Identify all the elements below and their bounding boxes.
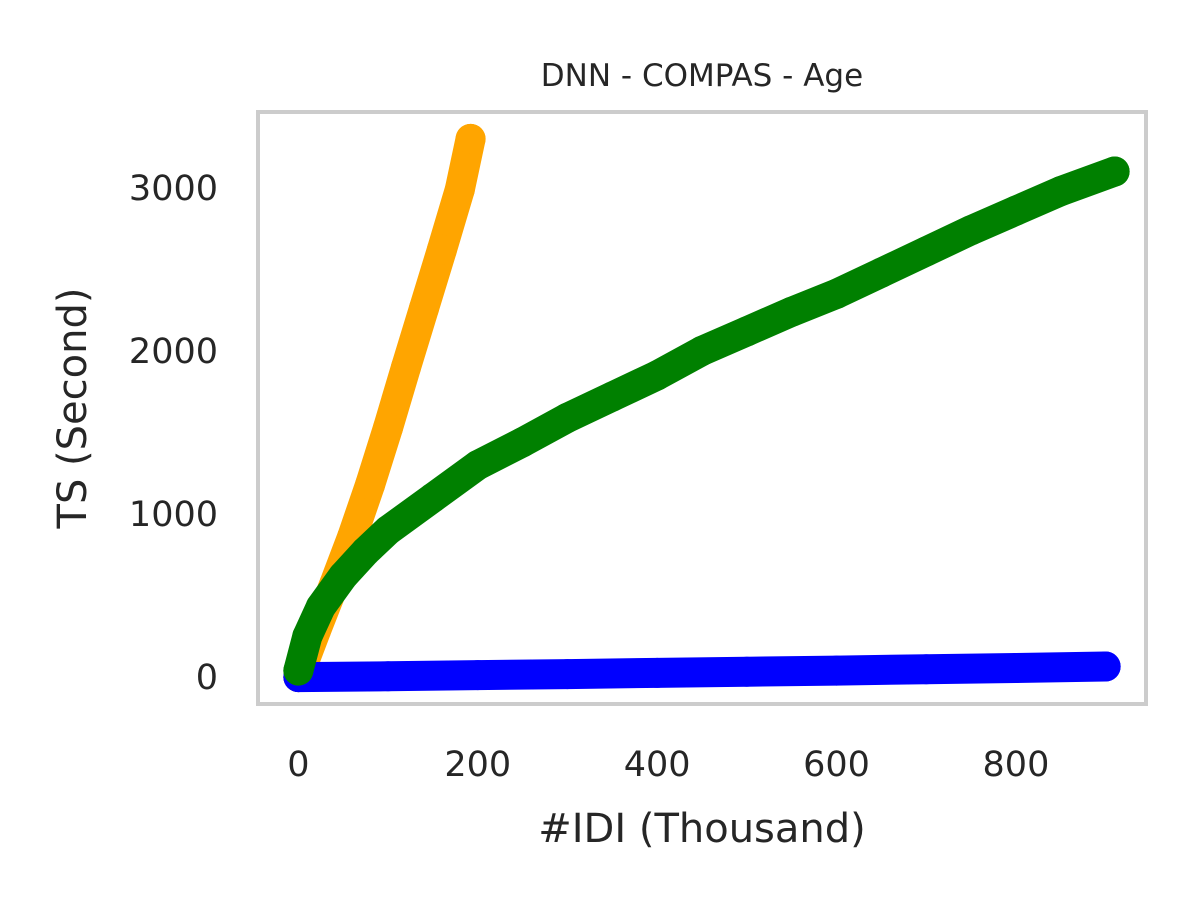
green-series-point-12	[687, 336, 717, 366]
x-tick-label-2: 400	[624, 745, 691, 785]
blue-series-point-6	[822, 656, 852, 686]
x-axis-label: #IDI (Thousand)	[538, 806, 866, 852]
green-series-point-11	[642, 360, 672, 390]
green-series-point-19	[1001, 196, 1031, 226]
blue-series-point-3	[552, 659, 582, 689]
green-series-point-8	[508, 427, 538, 457]
green-series-point-4	[351, 537, 381, 567]
chart-title: DNN - COMPAS - Age	[541, 58, 863, 94]
blue-series-point-2	[463, 660, 493, 690]
blue-series-point-4	[642, 658, 672, 688]
x-tick-label-0: 0	[287, 745, 309, 785]
x-tick-label-4: 800	[983, 745, 1050, 785]
green-series-point-7	[463, 450, 493, 480]
green-series-point-21	[1100, 157, 1130, 187]
orange-series-point-10	[456, 124, 486, 154]
blue-series-point-5	[732, 657, 762, 687]
green-series-point-16	[866, 258, 896, 288]
green-series-point-18	[956, 215, 986, 245]
y-axis-label: TS (Second)	[50, 288, 96, 530]
green-series-point-5	[373, 515, 403, 545]
green-series-point-6	[418, 483, 448, 513]
green-series-point-9	[552, 403, 582, 433]
y-tick-label-1: 1000	[129, 495, 218, 535]
green-series-point-0	[283, 656, 313, 686]
green-series-point-3	[328, 561, 358, 591]
green-series-point-13	[732, 316, 762, 346]
green-series-point-20	[1046, 176, 1076, 206]
green-series-point-14	[777, 297, 807, 327]
blue-series-line	[298, 666, 1105, 677]
green-series-point-17	[911, 236, 941, 266]
orange-series-point-8	[427, 235, 457, 265]
orange-series-point-9	[445, 174, 475, 204]
orange-series-point-5	[373, 413, 403, 443]
x-tick-label-3: 600	[803, 745, 870, 785]
orange-series-point-6	[391, 352, 421, 382]
x-tick-label-1: 200	[444, 745, 511, 785]
green-series-point-10	[597, 382, 627, 412]
orange-series-point-4	[355, 470, 385, 500]
blue-series-point-8	[1001, 653, 1031, 683]
blue-series-point-1	[373, 661, 403, 691]
blue-series-point-9	[1091, 651, 1121, 681]
orange-series-point-7	[409, 294, 439, 324]
y-tick-label-3: 3000	[129, 169, 218, 209]
green-series-point-2	[306, 592, 336, 622]
y-tick-label-2: 2000	[129, 332, 218, 372]
y-tick-label-0: 0	[196, 658, 218, 698]
green-series-point-1	[292, 621, 322, 651]
blue-series-point-7	[911, 654, 941, 684]
green-series-point-15	[822, 279, 852, 309]
